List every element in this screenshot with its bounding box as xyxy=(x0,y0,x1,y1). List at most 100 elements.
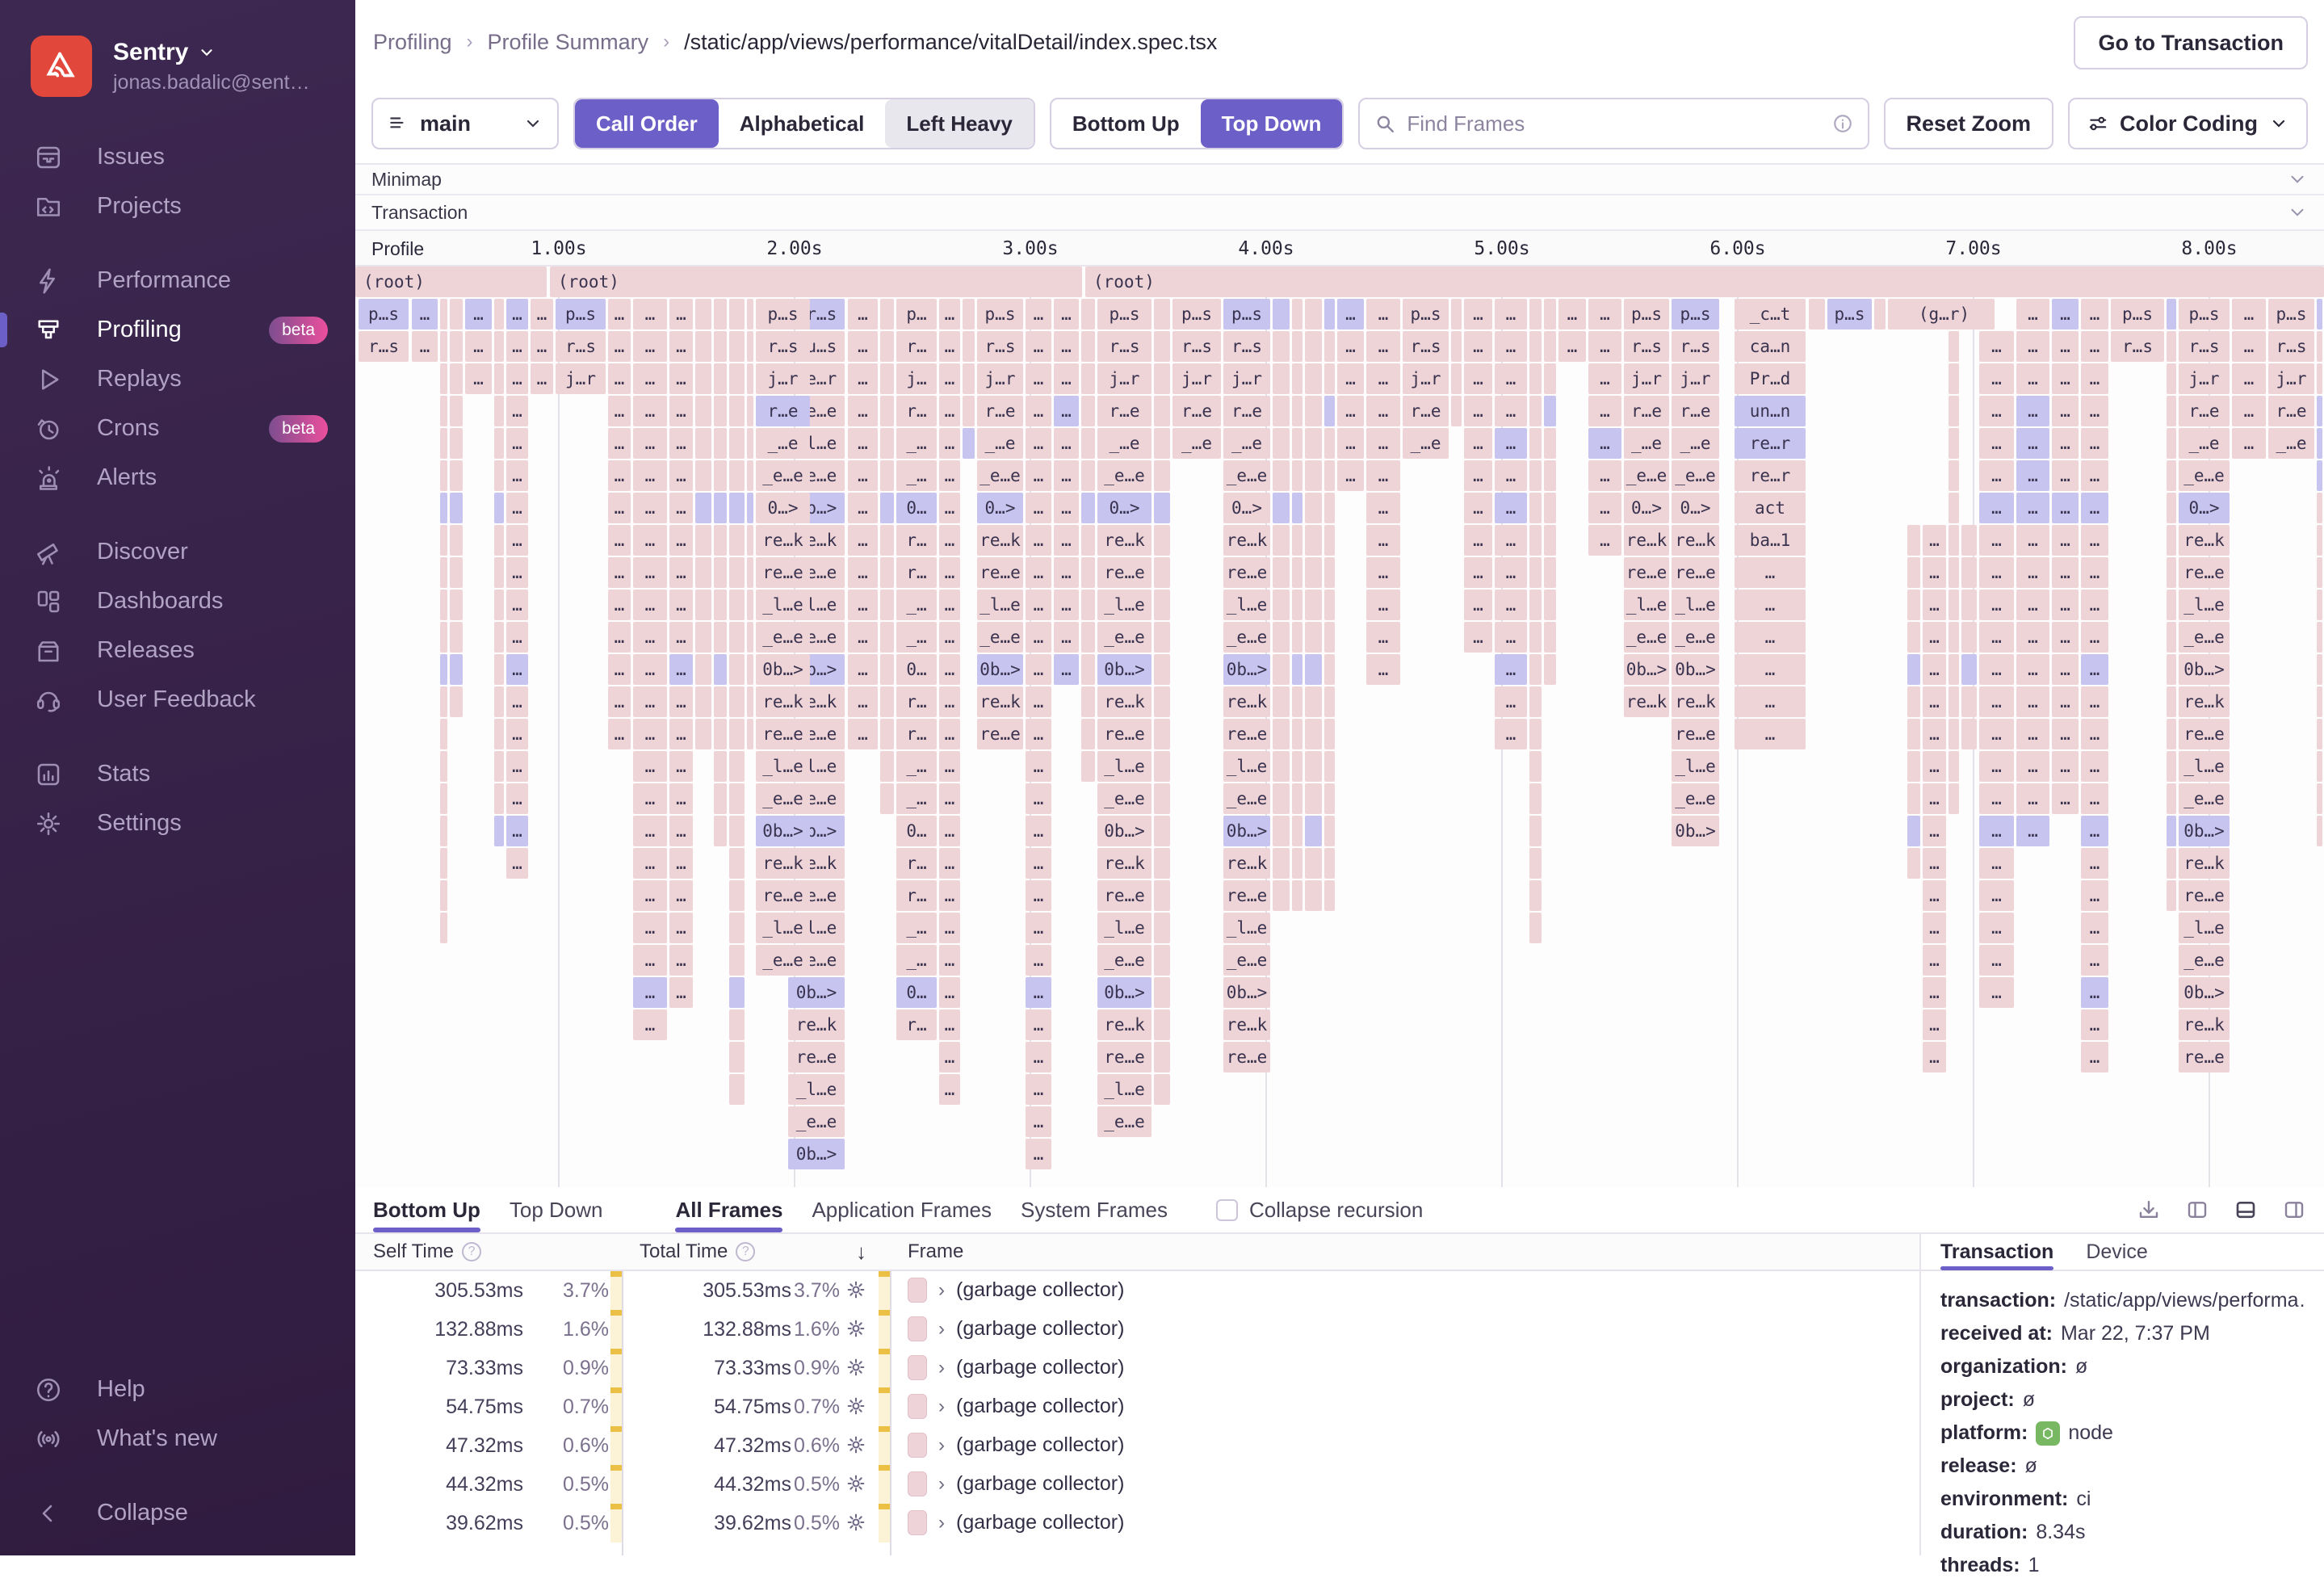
flame-cell[interactable]: _… xyxy=(896,945,937,976)
flame-cell[interactable]: … xyxy=(506,783,528,814)
flame-cell[interactable]: 0b…> xyxy=(977,654,1023,685)
flame-cell[interactable]: r…s xyxy=(977,331,1023,362)
flame-cell[interactable]: … xyxy=(1366,460,1400,491)
flame-cell[interactable] xyxy=(963,428,975,459)
flame-cell[interactable] xyxy=(1154,751,1170,782)
flame-cell[interactable]: … xyxy=(939,913,960,943)
flame-cell[interactable] xyxy=(1324,686,1335,717)
flame-cell[interactable] xyxy=(1273,557,1290,588)
sidebar-item-releases[interactable]: Releases xyxy=(0,626,355,675)
flame-cell[interactable] xyxy=(1961,622,1977,653)
flame-cell[interactable]: … xyxy=(1026,1042,1051,1072)
flame-cell[interactable]: … xyxy=(2232,331,2266,362)
flame-cell[interactable]: re…k xyxy=(1097,848,1152,879)
flame-cell[interactable]: … xyxy=(2016,654,2049,685)
flame-cell[interactable] xyxy=(450,299,463,329)
flame-cell[interactable] xyxy=(1544,428,1556,459)
breadcrumb-profiling[interactable]: Profiling xyxy=(373,29,452,54)
flame-cell[interactable] xyxy=(729,299,745,329)
flame-cell[interactable]: … xyxy=(1026,977,1051,1008)
flame-cell[interactable] xyxy=(1273,460,1290,491)
flame-cell[interactable] xyxy=(2317,363,2322,394)
flame-cell[interactable] xyxy=(1907,783,1920,814)
flame-cell[interactable]: … xyxy=(1979,719,2014,749)
flame-cell[interactable] xyxy=(1949,590,1959,620)
expand-chevron-icon[interactable]: › xyxy=(938,1472,945,1495)
flame-cell[interactable] xyxy=(1529,848,1542,879)
sidebar-item-dashboards[interactable]: Dashboards xyxy=(0,577,355,626)
sidebar-item-stats[interactable]: Stats xyxy=(0,749,355,799)
flame-cell[interactable]: _…e xyxy=(1223,428,1270,459)
flame-cell[interactable] xyxy=(1324,396,1335,426)
flame-cell[interactable]: … xyxy=(1464,622,1492,653)
flame-cell[interactable] xyxy=(2317,299,2322,329)
flame-cell[interactable] xyxy=(1544,622,1556,653)
flame-cell[interactable]: … xyxy=(669,396,693,426)
flame-cell[interactable]: … xyxy=(939,525,960,556)
flame-cell[interactable]: _e…e xyxy=(2179,945,2230,976)
flame-cell[interactable]: … xyxy=(848,525,878,556)
flame-cell[interactable]: … xyxy=(633,493,667,523)
flame-cell[interactable]: … xyxy=(848,428,878,459)
flame-cell[interactable] xyxy=(1529,816,1542,846)
flame-cell[interactable]: … xyxy=(2081,396,2108,426)
flame-cell[interactable] xyxy=(2317,783,2322,814)
sidebar-item-issues[interactable]: Issues xyxy=(0,132,355,182)
flame-cell[interactable]: … xyxy=(1026,1106,1051,1137)
sidebar-item-profiling[interactable]: Profiling beta xyxy=(0,305,355,355)
flame-cell[interactable]: … xyxy=(1054,396,1079,426)
flame-cell[interactable]: … xyxy=(939,428,960,459)
flame-cell[interactable] xyxy=(963,331,975,362)
table-row[interactable]: 73.33ms 0.9% 73.33ms 0.9% › (garbage collecto… xyxy=(355,1349,1919,1387)
flame-cell[interactable]: … xyxy=(939,977,960,1008)
flame-cell[interactable]: re…k xyxy=(1223,525,1270,556)
flame-cell[interactable]: … xyxy=(1588,396,1621,426)
flame-cell[interactable]: … xyxy=(1588,363,1621,394)
flame-cell[interactable]: re…k xyxy=(2179,1009,2230,1040)
flame-cell[interactable]: … xyxy=(1558,299,1586,329)
sidebar-item-settings[interactable]: Settings xyxy=(0,799,355,848)
flame-cell[interactable]: re…e xyxy=(756,557,810,588)
dock-bottom-icon[interactable] xyxy=(2234,1198,2258,1222)
flame-cell[interactable]: … xyxy=(1923,590,1946,620)
flame-cell[interactable] xyxy=(1949,654,1959,685)
flame-cell[interactable]: … xyxy=(1026,1139,1051,1169)
flame-cell[interactable] xyxy=(1324,880,1335,911)
flame-cell[interactable]: … xyxy=(2232,299,2266,329)
sidebar-item-discover[interactable]: Discover xyxy=(0,527,355,577)
flame-cell[interactable] xyxy=(1544,493,1556,523)
flame-cell[interactable] xyxy=(1154,945,1170,976)
flame-cell[interactable]: _… xyxy=(896,428,937,459)
flame-cell[interactable]: _l…e xyxy=(756,590,810,620)
expand-chevron-icon[interactable]: › xyxy=(938,1278,945,1301)
flame-cell[interactable]: … xyxy=(1495,363,1527,394)
breadcrumb-profile-summary[interactable]: Profile Summary xyxy=(487,29,649,54)
flame-cell[interactable] xyxy=(2167,525,2176,556)
dock-left-icon[interactable] xyxy=(2185,1198,2209,1222)
flame-cell[interactable]: … xyxy=(1026,848,1051,879)
flame-cell[interactable] xyxy=(880,622,894,653)
flame-cell[interactable]: … xyxy=(1979,557,2014,588)
flame-cell[interactable]: … xyxy=(633,945,667,976)
flame-cell[interactable] xyxy=(2167,363,2176,394)
flame-cell[interactable]: … xyxy=(669,751,693,782)
flame-cell[interactable]: _e…e xyxy=(1223,460,1270,491)
frame-options-gear-icon[interactable] xyxy=(845,1317,867,1340)
flame-cell[interactable]: … xyxy=(2016,751,2049,782)
flame-cell[interactable]: … xyxy=(1923,977,1946,1008)
flame-cell[interactable] xyxy=(880,557,894,588)
flame-cell[interactable] xyxy=(1544,363,1556,394)
flame-cell[interactable] xyxy=(1081,428,1095,459)
flame-cell[interactable]: … xyxy=(506,299,528,329)
flame-cell[interactable] xyxy=(1305,622,1322,653)
flame-cell[interactable] xyxy=(714,396,727,426)
flame-cell[interactable] xyxy=(440,686,447,717)
flame-cell[interactable]: … xyxy=(1495,525,1527,556)
flame-cell[interactable]: … xyxy=(1495,460,1527,491)
flame-cell[interactable]: … xyxy=(1979,977,2014,1008)
search-input[interactable] xyxy=(1407,111,1821,136)
flame-cell[interactable] xyxy=(729,1009,745,1040)
flame-cell[interactable]: … xyxy=(1054,331,1079,362)
flame-cell[interactable]: p…s xyxy=(2111,299,2164,329)
flame-cell[interactable] xyxy=(1305,396,1322,426)
